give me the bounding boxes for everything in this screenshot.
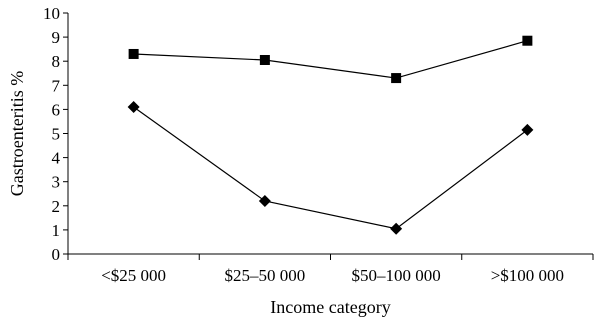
axes [67,13,593,255]
y-axis-ticks: 0 1 2 3 4 5 6 7 8 9 10 [43,4,68,264]
y-tick-label: 0 [52,245,61,264]
data-point-diamond [521,123,534,136]
series-group [127,35,534,235]
x-axis-title: Income category [270,297,390,317]
data-point-square [522,35,533,46]
series-line [133,106,528,230]
x-tick-label: $50–100 000 [352,266,441,285]
x-tick-label: $25–50 000 [225,266,306,285]
y-axis-title: Gastroenteritis % [7,71,27,196]
y-tick-label: 5 [52,125,61,144]
x-tick-label: >$100 000 [491,266,564,285]
y-tick-label: 7 [52,76,61,95]
x-tick-label: <$25 000 [101,266,166,285]
y-tick-label: 4 [52,149,61,168]
series-2 [127,100,534,235]
y-tick-label: 3 [52,173,61,192]
data-point-diamond [258,194,271,207]
x-axis-ticks: <$25 000 $25–50 000 $50–100 000 >$100 000 [67,254,594,285]
data-point-square [128,48,139,59]
y-tick-label: 6 [52,100,61,119]
data-point-diamond [127,100,140,113]
data-point-diamond [390,222,403,235]
series-line [133,40,528,79]
y-tick-label: 10 [43,4,60,23]
data-point-square [391,73,402,84]
y-tick-label: 8 [52,52,61,71]
y-tick-label: 2 [52,197,61,216]
y-tick-label: 1 [52,221,61,240]
series-1 [128,35,533,84]
y-tick-label: 9 [52,28,61,47]
data-point-square [259,54,270,65]
